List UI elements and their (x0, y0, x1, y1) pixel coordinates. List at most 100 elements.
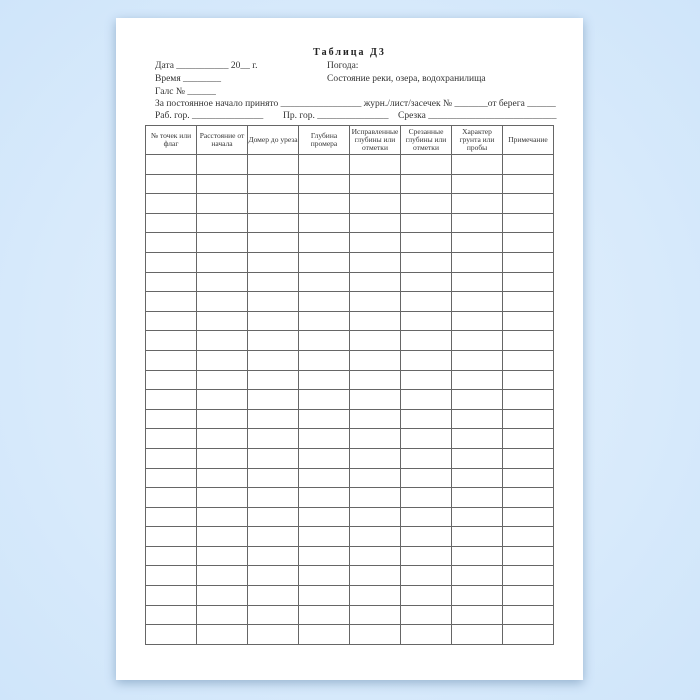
table-cell (247, 173, 299, 195)
table-cell (196, 291, 248, 312)
table-cell (349, 330, 401, 351)
table-cell (298, 232, 350, 253)
table-cell (400, 349, 452, 371)
table-row (145, 193, 554, 214)
measurement-table: № точек или флаг Расстояние от начала Доме… (145, 125, 554, 645)
table-cell (451, 428, 503, 449)
table-cell (145, 487, 197, 508)
table-row (145, 526, 554, 547)
table-row (145, 565, 554, 587)
table-cell (145, 369, 197, 391)
table-cell (349, 467, 401, 489)
table-cell (349, 506, 401, 528)
table-cell (400, 545, 452, 567)
table-cell (196, 389, 248, 410)
table-cell (298, 369, 350, 391)
table-cell (145, 310, 197, 332)
table-cell (145, 389, 197, 410)
table-cell (502, 310, 554, 332)
table-row (145, 467, 554, 489)
table-cell (196, 487, 248, 508)
table-cell (196, 585, 248, 606)
table-cell (451, 526, 503, 547)
table-cell (298, 349, 350, 371)
table-cell (247, 506, 299, 528)
table-cell (298, 545, 350, 567)
table-cell (349, 545, 401, 567)
table-cell (349, 565, 401, 587)
table-cell (451, 349, 503, 371)
table-cell (349, 624, 401, 645)
table-cell (145, 408, 197, 430)
table-cell (247, 408, 299, 430)
table-cell (145, 193, 197, 214)
table-cell (145, 232, 197, 253)
table-cell (196, 349, 248, 371)
table-cell (349, 251, 401, 273)
table-cell (145, 428, 197, 449)
table-cell (451, 369, 503, 391)
table-cell (502, 624, 554, 645)
table-cell (247, 154, 299, 175)
table-cell (145, 330, 197, 351)
table-cell (502, 154, 554, 175)
table-cell (349, 526, 401, 547)
table-cell (196, 369, 248, 391)
table-row (145, 349, 554, 371)
table-cell (247, 193, 299, 214)
table-cell (196, 624, 248, 645)
table-cell (502, 487, 554, 508)
gals-field: Галс № ______ (155, 87, 216, 97)
table-cell (298, 428, 350, 449)
table-cell (349, 408, 401, 430)
table-row (145, 251, 554, 273)
table-cell (451, 389, 503, 410)
table-cell (400, 251, 452, 273)
table-cell (451, 330, 503, 351)
table-cell (400, 467, 452, 489)
table-cell (196, 193, 248, 214)
table-cell (145, 447, 197, 469)
table-cell (145, 154, 197, 175)
table-row (145, 291, 554, 312)
column-header: Срезанные глубины или отметки (400, 125, 452, 155)
table-cell (298, 173, 350, 195)
table-cell (196, 212, 248, 234)
table-cell (145, 349, 197, 371)
table-cell (196, 154, 248, 175)
table-row (145, 604, 554, 626)
table-cell (247, 349, 299, 371)
table-cell (196, 310, 248, 332)
table-row (145, 310, 554, 332)
table-cell (247, 212, 299, 234)
table-row (145, 428, 554, 449)
table-row (145, 330, 554, 351)
table-cell (502, 467, 554, 489)
table-cell (400, 232, 452, 253)
table-cell (400, 624, 452, 645)
table-cell (451, 487, 503, 508)
table-cell (349, 212, 401, 234)
table-row (145, 173, 554, 195)
table-cell (145, 506, 197, 528)
table-cell (298, 624, 350, 645)
table-cell (349, 389, 401, 410)
table-row (145, 212, 554, 234)
table-cell (400, 330, 452, 351)
table-cell (451, 154, 503, 175)
column-header: Расстояние от начала (196, 125, 248, 155)
table-cell (145, 624, 197, 645)
table-cell (400, 173, 452, 195)
table-cell (400, 271, 452, 293)
time-field: Время ________ (155, 74, 222, 84)
table-cell (400, 526, 452, 547)
table-cell (502, 585, 554, 606)
table-row (145, 487, 554, 508)
table-cell (145, 545, 197, 567)
table-cell (247, 487, 299, 508)
table-row (145, 271, 554, 293)
table-cell (400, 154, 452, 175)
date-field: Дата ___________ 20__ г. (155, 61, 258, 71)
table-cell (349, 585, 401, 606)
table-cell (298, 251, 350, 273)
